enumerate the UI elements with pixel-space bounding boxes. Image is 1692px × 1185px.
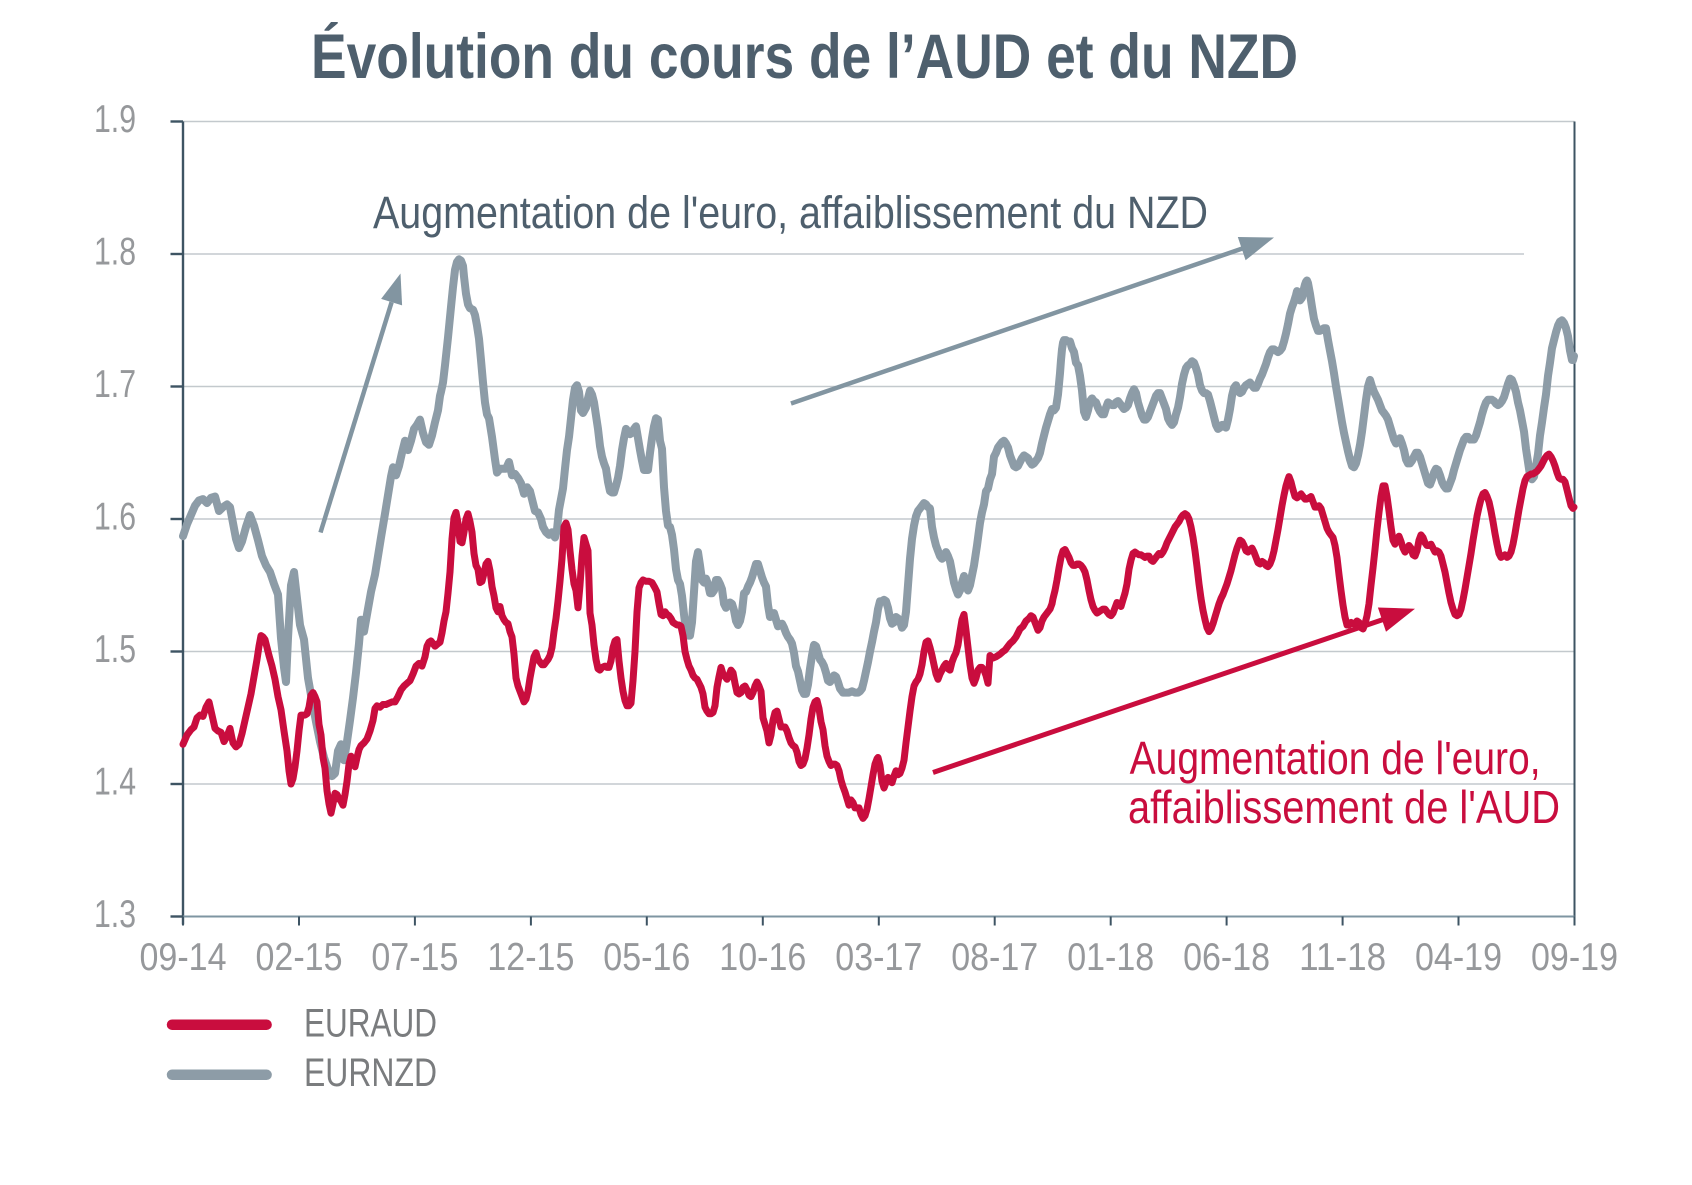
svg-text:1.4: 1.4 [94, 761, 136, 804]
svg-text:Évolution du cours de l’AUD et: Évolution du cours de l’AUD et du NZD [311, 22, 1298, 92]
svg-text:1.6: 1.6 [94, 496, 136, 539]
svg-text:1.8: 1.8 [94, 231, 136, 274]
svg-text:02-15: 02-15 [256, 936, 343, 979]
svg-text:03-17: 03-17 [835, 936, 922, 979]
svg-text:1.3: 1.3 [94, 893, 136, 936]
svg-text:07-15: 07-15 [371, 936, 458, 979]
svg-text:1.9: 1.9 [94, 98, 136, 141]
svg-text:05-16: 05-16 [603, 936, 690, 979]
svg-text:EURAUD: EURAUD [304, 1002, 437, 1046]
svg-text:Augmentation de l'euro,: Augmentation de l'euro, [1130, 732, 1541, 784]
svg-text:affaiblissement de l'AUD: affaiblissement de l'AUD [1128, 781, 1560, 833]
svg-text:10-16: 10-16 [719, 936, 806, 979]
svg-text:04-19: 04-19 [1415, 936, 1502, 979]
svg-text:09-19: 09-19 [1531, 936, 1618, 979]
svg-text:01-18: 01-18 [1067, 936, 1154, 979]
svg-text:1.7: 1.7 [94, 363, 136, 406]
svg-text:Augmentation de l'euro, affaib: Augmentation de l'euro, affaiblissement … [373, 187, 1208, 238]
svg-text:1.5: 1.5 [94, 628, 136, 671]
svg-text:EURNZD: EURNZD [304, 1051, 437, 1095]
svg-text:08-17: 08-17 [951, 936, 1038, 979]
svg-text:09-14: 09-14 [140, 936, 227, 979]
svg-text:11-18: 11-18 [1299, 936, 1386, 979]
svg-text:12-15: 12-15 [487, 936, 574, 979]
svg-text:06-18: 06-18 [1183, 936, 1270, 979]
